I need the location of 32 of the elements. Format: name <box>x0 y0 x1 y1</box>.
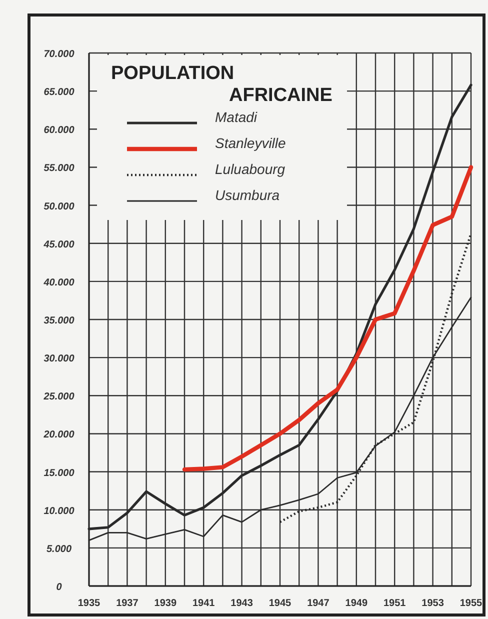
x-tick-label: 1941 <box>192 598 216 609</box>
x-tick-label: 1937 <box>116 598 139 609</box>
x-tick-label: 1939 <box>154 598 177 609</box>
line-series <box>182 165 474 472</box>
y-tick-label: 40.000 <box>42 277 75 288</box>
x-tick-label: 1943 <box>230 598 254 609</box>
text: POPULATION AFRICAINE <box>111 63 332 106</box>
y-tick-label: 55.000 <box>44 163 75 174</box>
y-tick-label: 25.000 <box>42 392 75 403</box>
y-tick-label: 50.000 <box>44 201 75 212</box>
y-tick-label: 5.000 <box>46 544 72 555</box>
y-tick-label: 70.000 <box>44 49 75 60</box>
x-tick-label: 1947 <box>307 598 330 609</box>
y-tick-label: 35.000 <box>44 316 75 326</box>
y-tick-label: 45.000 <box>42 239 75 250</box>
y-tick-label: 10.000 <box>44 506 75 517</box>
y-tick-label: 15.000 <box>44 468 75 479</box>
x-tick-label: 1935 <box>78 598 101 609</box>
x-tick-label: 1945 <box>268 598 292 609</box>
legend-label: Stanleyville <box>215 135 286 151</box>
x-tick-label: 1951 <box>383 598 406 609</box>
y-tick-label: 0 <box>56 582 62 593</box>
x-tick-label: 1953 <box>422 598 444 609</box>
y-tick-label: 65.000 <box>44 87 75 98</box>
y-tick-label: 20.000 <box>42 430 75 441</box>
legend-label: Luluabourg <box>215 161 286 177</box>
legend-label: Matadi <box>215 109 258 125</box>
y-tick-label: 30.000 <box>44 354 75 365</box>
y-tick-label: 60.000 <box>44 125 75 136</box>
x-tick-label: 1955 <box>460 598 483 609</box>
legend-label: Usumbura <box>215 187 280 203</box>
x-tick-label: 1949 <box>345 598 368 609</box>
